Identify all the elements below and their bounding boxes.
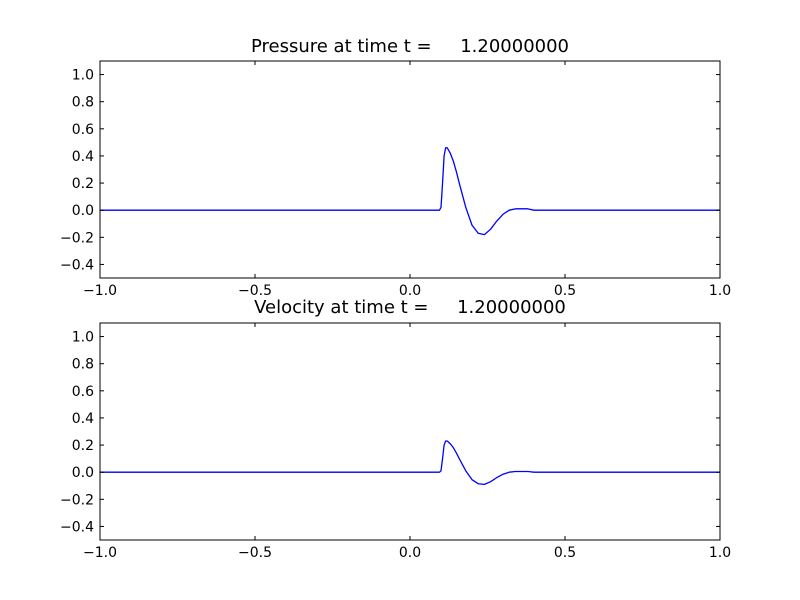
pressure-ytick-label: 0.4	[72, 149, 94, 165]
pressure-ytick-label: −0.4	[60, 257, 94, 273]
velocity-ytick-label: 0.4	[72, 411, 94, 427]
pressure-ytick-label: −0.2	[60, 230, 94, 246]
pressure-plot: Pressure at time t = 1.20000000 −1.0 −0.5 0…	[60, 36, 731, 299]
velocity-ytick-label: 0.6	[72, 384, 94, 400]
velocity-ytick-label: 0.8	[72, 357, 94, 373]
velocity-ytick-label: 0.0	[72, 465, 94, 481]
pressure-ytick-label: 1.0	[72, 68, 94, 84]
velocity-ytick-label: −0.2	[60, 492, 94, 508]
velocity-ytick-label: −0.4	[60, 519, 94, 535]
velocity-xtick-label: −1.0	[83, 545, 117, 561]
velocity-ytick-label: 1.0	[72, 330, 94, 346]
velocity-xtick-label: 0.5	[554, 545, 576, 561]
pressure-ytick-label: 0.8	[72, 95, 94, 111]
velocity-title: Velocity at time t = 1.20000000	[254, 297, 566, 318]
pressure-series-line	[100, 147, 720, 236]
pressure-ytick-label: 0.6	[72, 122, 94, 138]
pressure-xtick-label: −1.0	[83, 283, 117, 299]
velocity-series-line	[100, 440, 720, 486]
pressure-xtick-label: 1.0	[709, 283, 731, 299]
velocity-ytick-label: 0.2	[72, 438, 94, 454]
velocity-xtick-label: 1.0	[709, 545, 731, 561]
velocity-xtick-label: 0.0	[399, 545, 421, 561]
velocity-xtick-label: −0.5	[238, 545, 272, 561]
pressure-ytick-label: 0.2	[72, 176, 94, 192]
pressure-xtick-label: 0.0	[399, 283, 421, 299]
pressure-ytick-label: 0.0	[72, 203, 94, 219]
pressure-xtick-label: −0.5	[238, 283, 272, 299]
pressure-title: Pressure at time t = 1.20000000	[251, 36, 569, 57]
velocity-plot: Velocity at time t = 1.20000000 −1.0 −0.5 0…	[60, 297, 731, 561]
pressure-xtick-label: 0.5	[554, 283, 576, 299]
